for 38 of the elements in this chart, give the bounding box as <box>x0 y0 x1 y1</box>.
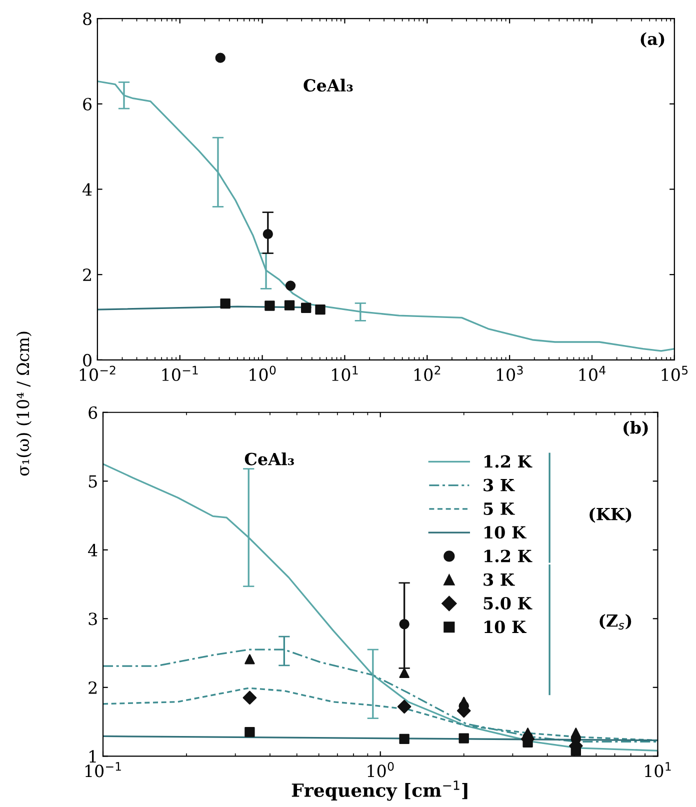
annotation: (KK) <box>590 507 632 523</box>
y-tick-label: 2 <box>83 268 91 281</box>
y-tick-label: 8 <box>83 12 92 26</box>
legend-label: 5 K <box>484 502 515 516</box>
x-tick-label: 10$^{4}$ <box>579 366 606 382</box>
x-axis-title: Frequency [cm$^{−1}$] <box>292 780 468 801</box>
legend-label: 3 K <box>484 478 515 492</box>
y-tick-label: 6 <box>88 406 98 419</box>
legend-label: 10 K <box>484 620 526 634</box>
y-axis-title: σ₁(ω) (10⁴ / Ωcm) <box>16 332 32 476</box>
legend-label: 1.2 K <box>484 550 532 562</box>
x-tick-label: 10$^{0}$ <box>368 762 394 778</box>
x-tick-label: 10$^{−1}$ <box>162 366 198 382</box>
annotation: (b) <box>624 420 648 436</box>
annotation: CeAl₃ <box>304 78 353 92</box>
y-tick-label: 1 <box>90 750 96 762</box>
y-tick-label: 6 <box>83 98 92 110</box>
annotation: (Z$_{s}$) <box>600 614 632 630</box>
y-tick-label: 0 <box>83 354 92 366</box>
x-tick-label: 10$^{3}$ <box>496 366 523 382</box>
x-tick-label: 10$^{0}$ <box>250 366 276 382</box>
legend-label: 10 K <box>484 526 526 539</box>
x-tick-label: 10$^{1}$ <box>332 366 358 382</box>
y-tick-label: 2 <box>88 681 97 694</box>
legend-label: 3 K <box>484 573 515 586</box>
y-tick-label: 5 <box>88 475 97 488</box>
annotation: CeAl₃ <box>244 452 294 466</box>
x-tick-label: 10$^{1}$ <box>645 762 671 778</box>
y-tick-label: 4 <box>82 183 92 196</box>
x-tick-label: 10$^{−1}$ <box>85 762 121 778</box>
x-tick-label: 10$^{5}$ <box>662 366 688 382</box>
annotation: (a) <box>640 32 664 48</box>
y-tick-label: 4 <box>88 544 98 556</box>
x-tick-label: 10$^{−2}$ <box>80 366 116 382</box>
legend-label: 5.0 K <box>484 596 532 610</box>
x-tick-label: 10$^{2}$ <box>414 366 440 382</box>
legend-label: 1.2 K <box>484 455 532 468</box>
y-tick-label: 3 <box>88 612 97 626</box>
